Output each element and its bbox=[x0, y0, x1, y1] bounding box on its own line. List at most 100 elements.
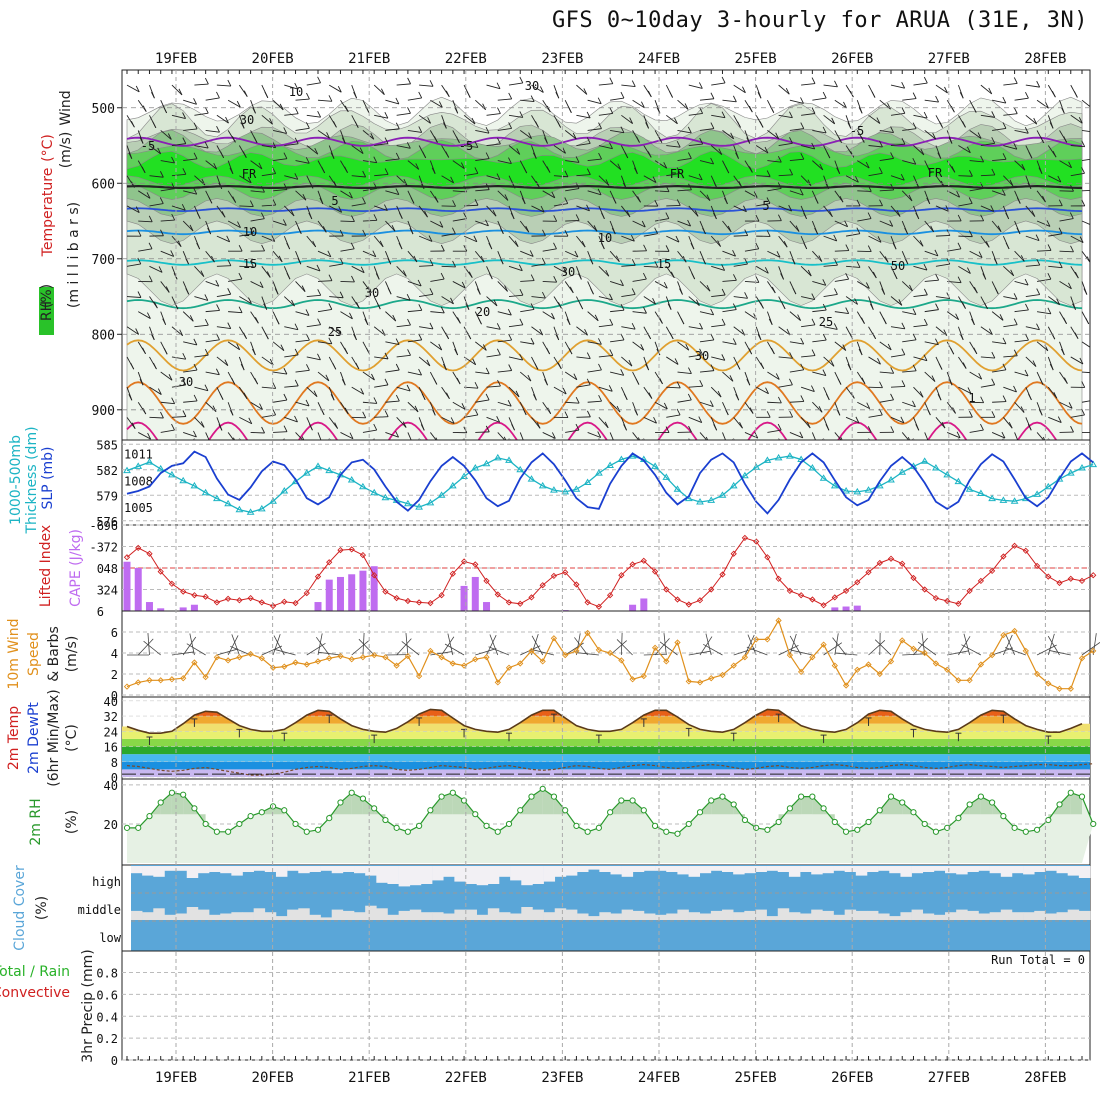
wind-barb bbox=[632, 99, 645, 109]
wind-barb-flag bbox=[218, 182, 223, 190]
wind-barb bbox=[733, 235, 748, 237]
cape-bar bbox=[157, 608, 165, 611]
wind-barb-flag bbox=[977, 132, 982, 139]
wind-barb bbox=[789, 341, 804, 345]
wind-barb bbox=[430, 341, 442, 351]
wind-barb-flag bbox=[990, 205, 995, 212]
wind-barb bbox=[183, 99, 197, 105]
thickness-point bbox=[325, 466, 334, 474]
wind-barb-flag bbox=[364, 318, 369, 325]
date-label-top: 25FEB bbox=[735, 51, 777, 67]
wind-barb-flag bbox=[1036, 288, 1041, 295]
wind-barb-flag bbox=[547, 407, 552, 414]
wind-barb bbox=[598, 266, 610, 277]
wind-barb-flag bbox=[193, 363, 198, 371]
wind-barb-flag bbox=[1002, 395, 1007, 402]
wind-barb-flag bbox=[243, 392, 248, 400]
wind-barb-flag bbox=[744, 229, 749, 236]
wind10-barb bbox=[1002, 634, 1013, 656]
rh2m-point bbox=[191, 805, 198, 812]
wind-barb bbox=[520, 250, 534, 257]
wind-barb bbox=[699, 98, 714, 101]
wind-barb-flag bbox=[215, 368, 220, 375]
wind-barb bbox=[396, 324, 411, 328]
wind-barb-flag bbox=[359, 147, 364, 154]
wind-barb-flag bbox=[233, 437, 236, 440]
wind-barb bbox=[969, 429, 984, 433]
wind-barb bbox=[767, 160, 782, 163]
wind-barb-flag bbox=[344, 347, 348, 355]
wind-barb bbox=[1048, 416, 1062, 424]
lifted-index-point bbox=[146, 550, 153, 557]
wind-barb-flag bbox=[167, 133, 172, 140]
rh2m-point bbox=[607, 809, 614, 816]
wind-barb-flag bbox=[355, 362, 360, 370]
wind-barb bbox=[216, 326, 231, 330]
wind-barb-flag bbox=[822, 303, 827, 311]
wind-barb-flag bbox=[227, 79, 232, 87]
wind-barb bbox=[1070, 172, 1085, 177]
wind10-barb bbox=[874, 639, 892, 656]
cloud-mid-block bbox=[287, 909, 299, 920]
wind-barb-flag bbox=[371, 373, 375, 381]
wind-barb-flag bbox=[248, 417, 253, 424]
cloud-high-gap bbox=[866, 866, 879, 872]
wind-barb-flag bbox=[937, 393, 942, 401]
wind-barb-flag bbox=[422, 151, 427, 159]
wind-barb-flag bbox=[261, 186, 265, 193]
wind-barb-flag bbox=[1046, 220, 1051, 227]
wind-barb-flag bbox=[533, 394, 537, 401]
wind-barb-flag bbox=[313, 390, 318, 397]
wind-barb-flag bbox=[836, 167, 841, 174]
cloud-high-gap bbox=[744, 866, 756, 874]
wind-barb-flag bbox=[713, 212, 717, 220]
date-label-bottom: 22FEB bbox=[445, 1070, 487, 1086]
wind-barb-flag bbox=[840, 437, 843, 440]
wind10-barb bbox=[1036, 644, 1057, 656]
wind-barb-flag bbox=[238, 272, 243, 280]
wind-barb-flag bbox=[755, 242, 760, 250]
wind10-point bbox=[584, 629, 591, 637]
cloud-high-gap bbox=[320, 866, 333, 871]
lifted-index-point bbox=[719, 571, 726, 578]
wind-barb-flag bbox=[923, 263, 928, 271]
wind-barb bbox=[273, 431, 288, 433]
precip-ylabel-3hr: 3hr Precip (mm) bbox=[80, 949, 96, 1062]
wind-barb bbox=[1081, 400, 1090, 403]
wind-barb bbox=[553, 175, 568, 178]
wind-barb bbox=[632, 311, 647, 314]
wind-barb-flag bbox=[912, 400, 916, 408]
wind-barb-flag bbox=[830, 360, 835, 367]
lifted-index-point bbox=[955, 600, 962, 607]
wind-barb bbox=[834, 432, 842, 440]
wind-barb-flag bbox=[665, 185, 670, 192]
lifted-index-point bbox=[1011, 542, 1018, 549]
wind-barb bbox=[992, 341, 1007, 345]
wind-barb-flag bbox=[833, 234, 838, 242]
wind-barb-flag bbox=[1020, 255, 1025, 262]
wind-barb-flag bbox=[142, 347, 146, 354]
wind-barb-flag bbox=[1002, 96, 1007, 104]
wind-barb-flag bbox=[373, 214, 378, 221]
wind10-point bbox=[764, 636, 771, 643]
wind-barb bbox=[935, 296, 950, 299]
wind-barb bbox=[565, 220, 580, 222]
lifted-index-point bbox=[539, 582, 546, 589]
wind-barb bbox=[924, 220, 934, 233]
thickness-point bbox=[774, 453, 783, 461]
cloud-ylabel-1: Cloud Cover bbox=[12, 865, 28, 951]
wind-barb-flag bbox=[261, 426, 265, 434]
wind-barb bbox=[418, 114, 431, 124]
wind-barb-flag bbox=[810, 385, 815, 392]
wind-barb bbox=[1059, 401, 1073, 409]
wind-barb bbox=[901, 281, 913, 292]
wind10-point bbox=[854, 666, 861, 673]
wind-barb-flag bbox=[690, 242, 695, 250]
thickness-point bbox=[538, 481, 547, 489]
wind-barb-flag bbox=[574, 250, 579, 258]
wind-barb-flag bbox=[530, 274, 535, 281]
lifted-index-point bbox=[932, 594, 940, 602]
wind10-point bbox=[517, 660, 524, 667]
rh2m-high-area bbox=[441, 792, 453, 815]
